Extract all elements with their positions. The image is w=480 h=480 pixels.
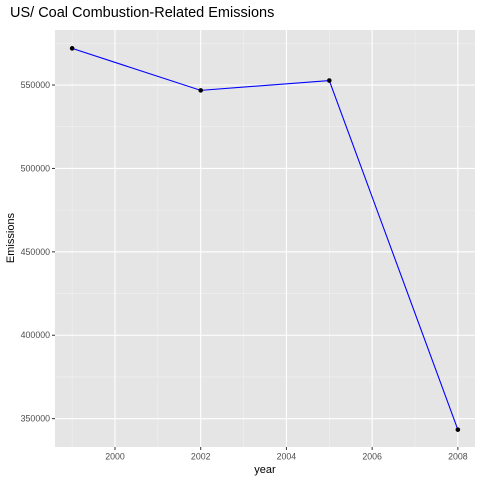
y-tick-label: 350000: [21, 414, 50, 424]
x-axis-title: year: [254, 464, 276, 476]
x-tick-label: 2000: [105, 452, 125, 462]
y-axis: 350000 400000 450000 500000 550000: [21, 80, 55, 424]
data-point: [69, 46, 75, 51]
data-point: [198, 88, 204, 93]
plot-panel: [55, 30, 475, 447]
grid-minor-layer: [55, 30, 475, 447]
data-point: [455, 427, 461, 432]
y-tick-label: 500000: [21, 163, 50, 173]
x-tick-label: 2004: [277, 452, 297, 462]
grid-major-layer: [55, 30, 475, 447]
x-tick-label: 2008: [448, 452, 468, 462]
x-tick-label: 2006: [362, 452, 382, 462]
data-point: [326, 78, 332, 83]
y-axis-title: Emissions: [5, 212, 17, 263]
series-layer: [69, 46, 461, 432]
y-tick-label: 400000: [21, 330, 50, 340]
x-axis: 2000 2002 2004 2006 2008: [105, 447, 468, 462]
chart-title: US/ Coal Combustion-Related Emissions: [10, 5, 274, 21]
x-tick-label: 2002: [191, 452, 211, 462]
y-tick-label: 450000: [21, 247, 50, 257]
series-line: [71, 47, 459, 430]
y-tick-label: 550000: [21, 80, 50, 90]
